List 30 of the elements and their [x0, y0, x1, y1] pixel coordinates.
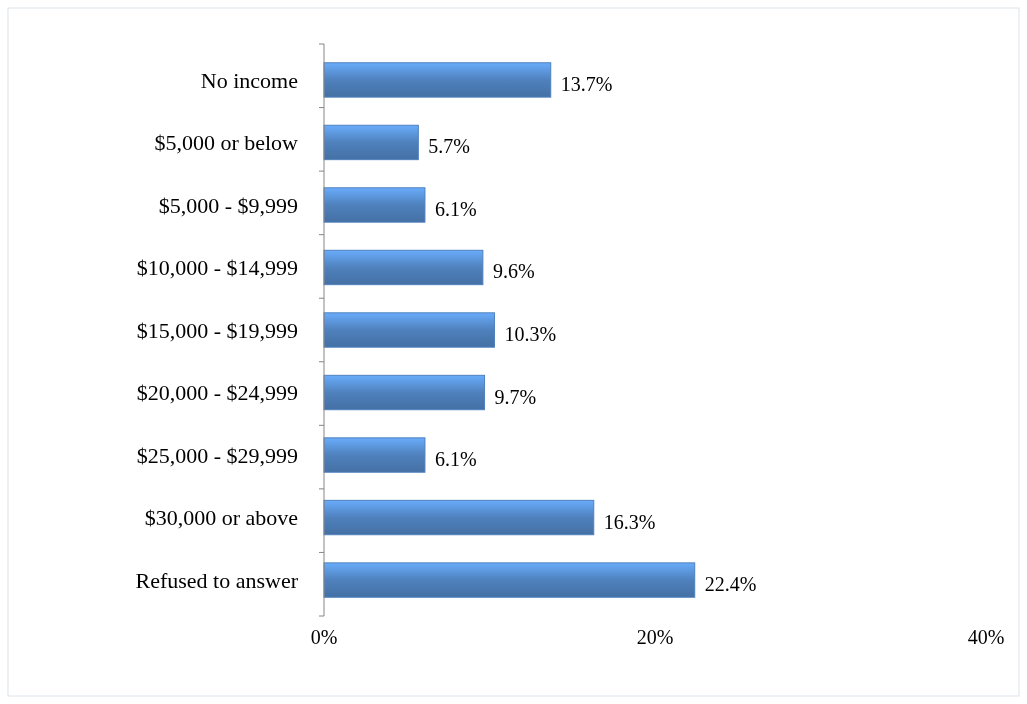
bar: [323, 562, 696, 598]
bar: [323, 374, 486, 411]
bar: [323, 249, 484, 286]
y-tick-label: $30,000 or above: [144, 505, 298, 531]
y-tick-label: Refused to answer: [135, 567, 299, 593]
y-tick-label: $10,000 - $14,999: [136, 255, 298, 281]
data-label: 10.3%: [504, 323, 557, 345]
data-label: 5.7%: [428, 135, 471, 158]
bar: [323, 62, 552, 98]
data-label: 6.1%: [434, 448, 477, 471]
bar: [323, 437, 426, 473]
y-tick-label: $5,000 - $9,999: [158, 192, 298, 218]
data-label: 6.1%: [434, 197, 477, 220]
x-tick-label: 40%: [967, 626, 1005, 648]
data-label: 22.4%: [704, 573, 757, 596]
y-tick-label: $25,000 - $29,999: [136, 442, 298, 468]
y-tick-label: $5,000 or below: [154, 130, 299, 156]
y-tick-label: $15,000 - $19,999: [136, 317, 298, 343]
y-tick-label: No income: [200, 67, 298, 93]
data-label: 16.3%: [603, 510, 656, 533]
x-tick-label: 20%: [636, 626, 674, 648]
bar: [323, 187, 426, 223]
y-tick-label: $20,000 - $24,999: [136, 380, 298, 406]
bar: [323, 499, 595, 536]
bar: [323, 312, 495, 348]
bar: [323, 124, 419, 161]
data-label: 9.7%: [494, 385, 537, 408]
data-label: 9.6%: [492, 260, 535, 283]
x-tick-label: 0%: [310, 626, 338, 648]
data-label: 13.7%: [560, 72, 613, 95]
